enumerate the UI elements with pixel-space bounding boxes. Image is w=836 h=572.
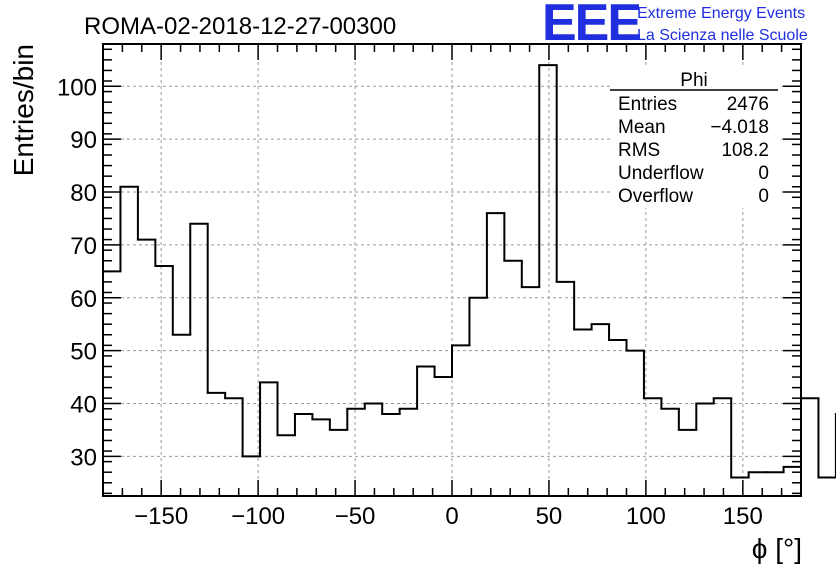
x-tick-label: 150 bbox=[723, 503, 763, 530]
y-tick-label: 50 bbox=[70, 339, 97, 366]
y-tick-label: 100 bbox=[57, 74, 97, 101]
x-tick-label: −50 bbox=[335, 503, 376, 530]
stats-value: 2476 bbox=[727, 94, 769, 115]
stats-box-name: Phi bbox=[680, 70, 707, 91]
stats-value: 108.2 bbox=[721, 140, 769, 161]
grid bbox=[103, 44, 801, 496]
histogram-series bbox=[102, 64, 836, 479]
stats-label: Overflow bbox=[618, 186, 693, 207]
y-tick-label: 70 bbox=[70, 233, 97, 260]
logo-line-1: Extreme Energy Events bbox=[637, 5, 805, 22]
stats-value: 0 bbox=[758, 163, 769, 184]
chart-title: ROMA-02-2018-12-27-00300 bbox=[84, 13, 396, 40]
y-axis: 30 40 50 60 70 80 90 100 bbox=[57, 48, 801, 495]
y-tick-label: 30 bbox=[70, 444, 97, 471]
y-tick-label: 60 bbox=[70, 286, 97, 313]
x-axis: −150 −100 −50 0 50 100 150 bbox=[102, 44, 802, 530]
x-tick-label: −100 bbox=[231, 503, 285, 530]
stats-label: Mean bbox=[618, 117, 666, 138]
y-tick-label: 40 bbox=[70, 391, 97, 418]
stats-label: Entries bbox=[618, 94, 677, 115]
stats-rows: Entries 2476 Mean −4.018 RMS 108.2 Underflow 0 O… bbox=[618, 94, 769, 207]
stats-box: Phi Entries 2476 Mean −4.018 RMS 108.2 Underfl… bbox=[610, 66, 778, 208]
stats-label: RMS bbox=[618, 140, 660, 161]
stats-value: 0 bbox=[758, 186, 769, 207]
x-tick-label: −150 bbox=[134, 503, 188, 530]
x-tick-label: 50 bbox=[536, 503, 563, 530]
x-tick-label: 0 bbox=[445, 503, 458, 530]
x-axis-title: ϕ [°] bbox=[752, 533, 802, 564]
y-tick-label: 80 bbox=[70, 180, 97, 207]
stats-value: −4.018 bbox=[710, 117, 769, 138]
y-axis-title: Entries/bin bbox=[8, 44, 39, 176]
eee-logo: EEE Extreme Energy Events La Scienza nel… bbox=[542, 0, 808, 52]
logo-mark: EEE bbox=[542, 0, 640, 52]
x-tick-label: 100 bbox=[626, 503, 666, 530]
stats-label: Underflow bbox=[618, 163, 704, 184]
logo-line-2: La Scienza nelle Scuole bbox=[637, 27, 808, 44]
y-tick-label: 90 bbox=[70, 127, 97, 154]
